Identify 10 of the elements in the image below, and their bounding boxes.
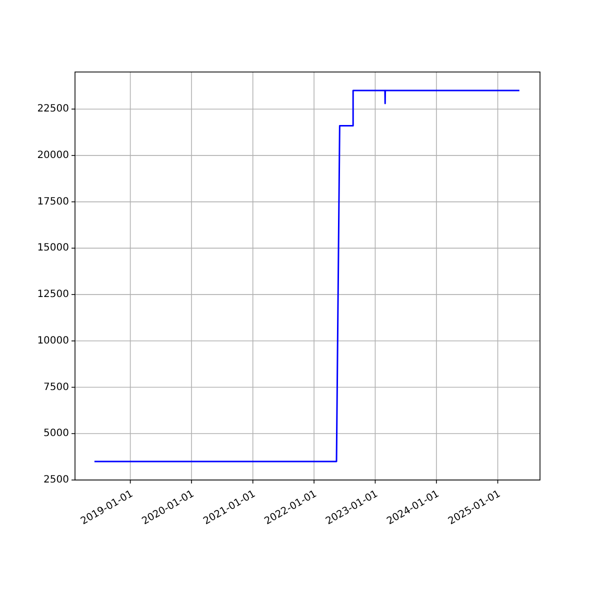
y-tick-label: 2500	[44, 474, 69, 486]
y-tick-label: 10000	[37, 335, 69, 346]
line-series	[94, 90, 520, 462]
y-tick-label: 7500	[44, 382, 69, 393]
y-tick-label: 22500	[37, 104, 69, 115]
y-tick-label: 12500	[37, 289, 69, 300]
y-tick-label: 15000	[37, 242, 69, 254]
y-tick-label: 17500	[37, 196, 69, 208]
y-tick-label: 20000	[37, 150, 69, 161]
y-tick-label: 5000	[44, 428, 69, 440]
